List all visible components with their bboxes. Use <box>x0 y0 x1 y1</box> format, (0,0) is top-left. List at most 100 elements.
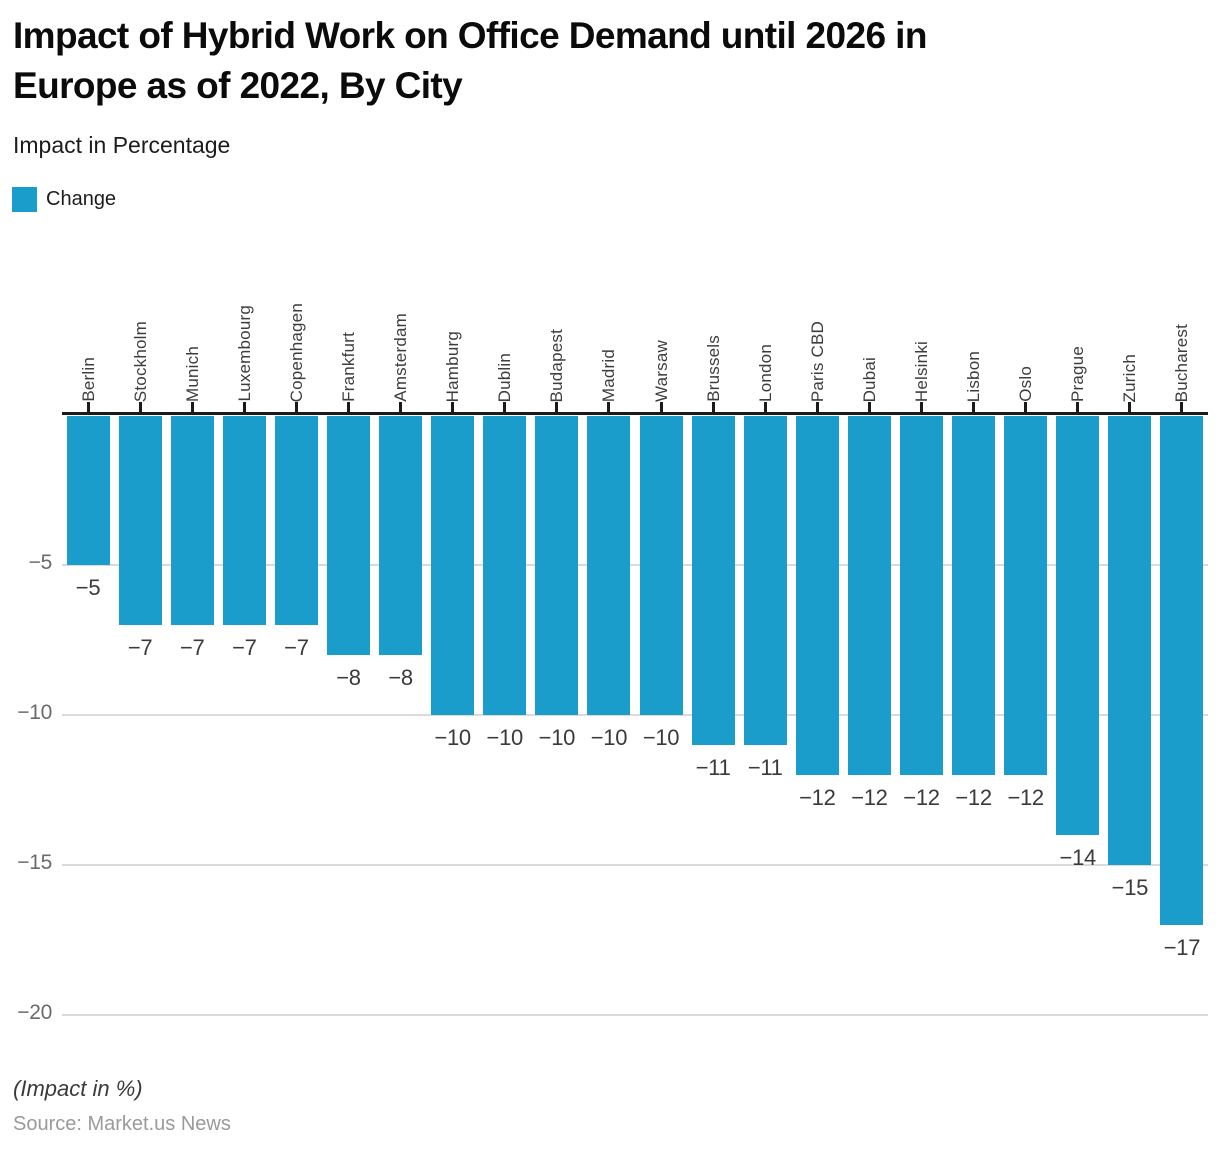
bar <box>483 416 527 715</box>
bar-value-label: −11 <box>695 755 731 780</box>
bar <box>1108 416 1152 865</box>
x-axis-category-label: Copenhagen <box>286 302 306 402</box>
x-axis-category-label: Amsterdam <box>391 313 411 402</box>
x-axis-tick <box>659 402 663 413</box>
x-axis-category-label: London <box>755 344 775 402</box>
source-attribution: Source: Market.us News <box>13 1113 231 1135</box>
y-axis-tick-label: −15 <box>17 851 52 874</box>
x-axis-tick <box>1076 402 1080 413</box>
legend-swatch-icon <box>12 187 37 212</box>
x-axis-tick <box>972 402 976 413</box>
bar-value-label: −12 <box>799 785 836 810</box>
y-axis-tick-label: −5 <box>28 551 53 574</box>
bar-value-label: −10 <box>590 725 628 750</box>
bar-value-label: −7 <box>127 635 153 660</box>
x-axis-category-label: Dubai <box>859 356 879 402</box>
bar <box>379 416 423 655</box>
x-axis-category-label: Brussels <box>703 335 723 402</box>
x-axis-tick <box>867 402 871 413</box>
x-axis-category-label: Warsaw <box>651 340 671 402</box>
bar-value-label: −7 <box>284 635 309 660</box>
y-axis-tick-label: −20 <box>17 1001 52 1024</box>
x-axis-tick <box>451 402 455 413</box>
gridline <box>62 564 1208 566</box>
bar-value-label: −15 <box>1111 875 1149 900</box>
x-axis-category-label: Berlin <box>78 357 98 402</box>
chart-subtitle: Impact in Percentage <box>13 132 231 158</box>
gridline <box>62 1014 1208 1016</box>
bar-value-label: −10 <box>538 725 576 750</box>
bar <box>1004 416 1048 775</box>
x-axis-category-label: Bucharest <box>1172 323 1192 402</box>
legend: Change <box>12 187 116 212</box>
x-axis-category-label: Zurich <box>1120 353 1140 402</box>
x-axis-tick <box>1128 402 1132 413</box>
bar-value-label: −7 <box>179 635 205 660</box>
bar <box>795 416 839 775</box>
y-axis-tick-label: −10 <box>17 701 52 724</box>
bar <box>952 416 996 775</box>
bar-value-label: −14 <box>1059 845 1097 870</box>
x-axis-tick <box>920 402 923 413</box>
x-axis-category-label: Lisbon <box>964 350 984 402</box>
x-axis-tick <box>86 402 90 413</box>
bar-value-label: −11 <box>747 755 783 780</box>
bar-value-label: −8 <box>336 665 361 690</box>
bar-value-label: −12 <box>903 785 940 810</box>
bar <box>274 416 318 625</box>
x-axis-tick <box>607 402 611 413</box>
x-axis-category-label: Budapest <box>547 328 567 402</box>
x-axis-line <box>62 412 1208 415</box>
x-axis-tick <box>815 402 819 413</box>
bar-value-label: −12 <box>955 785 992 810</box>
bar <box>222 416 266 625</box>
x-axis-category-label: Oslo <box>1016 366 1036 402</box>
bar <box>1056 416 1100 835</box>
bar-value-label: −12 <box>851 785 888 810</box>
bar <box>170 416 214 625</box>
bar <box>639 416 683 715</box>
x-axis-tick <box>242 402 246 413</box>
gridline <box>62 864 1208 866</box>
bar <box>587 416 631 715</box>
bar-value-label: −12 <box>1007 785 1044 810</box>
legend-label: Change <box>46 188 117 210</box>
x-axis-tick <box>190 402 194 413</box>
gridline <box>62 714 1208 716</box>
x-axis-category-label: Paris CBD <box>807 320 827 402</box>
x-axis-tick <box>763 402 767 413</box>
x-axis-tick <box>138 402 142 413</box>
bar <box>327 416 370 655</box>
x-axis-category-label: Prague <box>1068 345 1088 402</box>
x-axis-category-label: Madrid <box>599 348 619 402</box>
bar <box>66 416 110 565</box>
x-axis-category-label: Luxembourg <box>234 305 254 402</box>
x-axis-category-label: Dublin <box>495 352 515 402</box>
bar-value-label: −8 <box>388 665 413 690</box>
bar-value-label: −7 <box>232 635 257 660</box>
bar <box>691 416 735 745</box>
bar <box>1160 416 1204 925</box>
bar-value-label: −10 <box>434 725 471 750</box>
x-axis-tick <box>294 402 298 413</box>
bar <box>535 416 579 715</box>
bar <box>900 416 943 775</box>
x-axis-category-label: Hamburg <box>443 330 463 402</box>
x-axis-tick <box>399 402 403 413</box>
x-axis-tick <box>347 402 350 413</box>
x-axis-tick <box>555 402 559 413</box>
x-axis-category-label: Stockholm <box>130 320 150 402</box>
bar <box>118 416 162 625</box>
chart-footnote: (Impact in %) <box>13 1076 143 1101</box>
x-axis-tick <box>503 402 507 413</box>
chart-title: Impact of Hybrid Work on Office Demand u… <box>13 15 927 106</box>
x-axis-category-label: Munich <box>182 345 202 402</box>
bar-value-label: −17 <box>1163 935 1201 960</box>
bar-value-label: −10 <box>642 725 680 750</box>
x-axis-tick <box>1180 402 1184 413</box>
bar-value-label: −10 <box>486 725 524 750</box>
x-axis-category-label: Frankfurt <box>339 332 358 402</box>
bar-value-label: −5 <box>75 575 101 600</box>
